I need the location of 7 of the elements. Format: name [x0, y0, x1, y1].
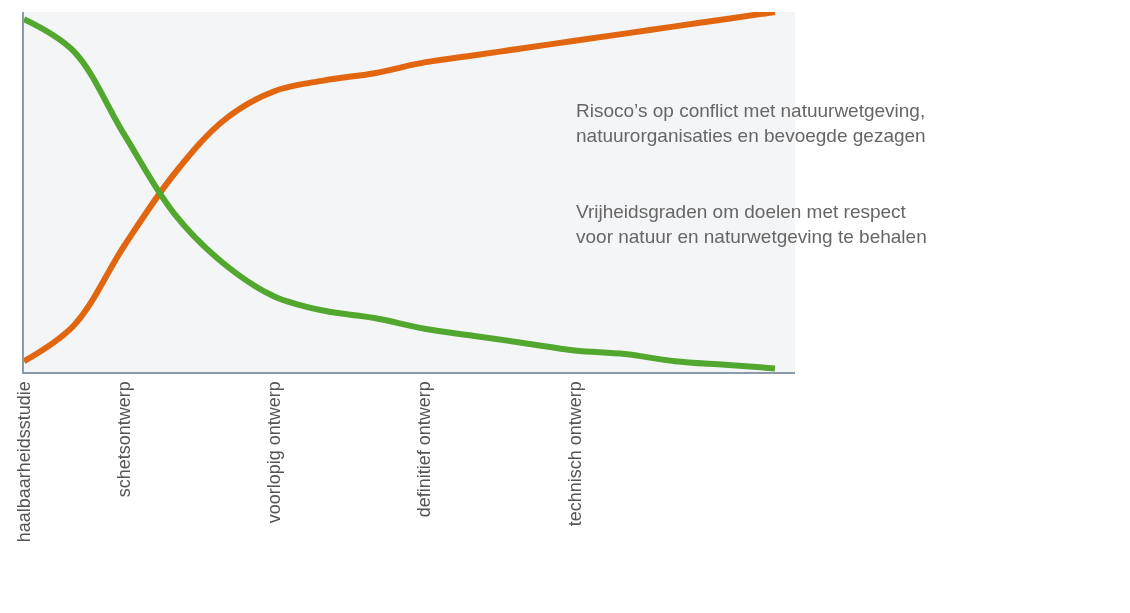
annotation: Risoco’s op conflict met natuurwetgeving, natuurorganisaties en bevoegde gezagen: [576, 100, 926, 146]
x-tick-label: schetsontwerp: [113, 381, 134, 498]
annotation: Vrijheidsgraden om doelen met respect voor natuur en naturwetgeving te behalen: [576, 201, 927, 247]
x-tick-label: definitief ontwerp: [414, 381, 435, 518]
x-tick-label: technisch ontwerp: [564, 381, 585, 527]
x-tick-label: voorlopig ontwerp: [264, 381, 285, 524]
x-tick-label: haalbaarheidsstudie: [13, 381, 34, 543]
